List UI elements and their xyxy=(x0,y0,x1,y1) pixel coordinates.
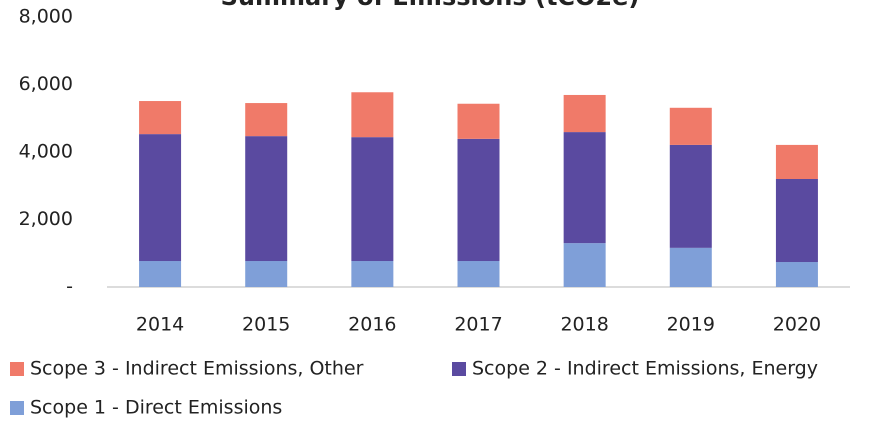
bar-segment xyxy=(775,144,818,179)
bar-segment xyxy=(245,136,288,262)
legend-label: Scope 1 - Direct Emissions xyxy=(30,397,282,419)
x-tick-label: 2019 xyxy=(667,314,715,336)
bar-segment xyxy=(139,101,182,135)
x-tick-label: 2015 xyxy=(242,314,290,336)
bar-segment xyxy=(457,261,500,287)
bar-segment xyxy=(563,132,606,244)
bar-segment xyxy=(563,243,606,287)
y-tick-label: 2,000 xyxy=(19,208,73,230)
bar-segment xyxy=(457,138,500,262)
legend-label: Scope 3 - Indirect Emissions, Other xyxy=(30,358,364,380)
x-tick-label: 2017 xyxy=(454,314,502,336)
legend-label: Scope 2 - Indirect Emissions, Energy xyxy=(472,358,818,380)
bar-segment xyxy=(457,103,500,139)
bar-segment xyxy=(139,134,182,262)
bar-segment xyxy=(245,103,288,137)
y-tick-label: 8,000 xyxy=(19,6,73,28)
y-tick-label: 4,000 xyxy=(19,141,73,163)
bar-segment xyxy=(669,144,712,248)
legend-swatch xyxy=(10,362,24,376)
bar-segment xyxy=(139,261,182,287)
x-tick-label: 2016 xyxy=(348,314,396,336)
y-tick-label: - xyxy=(66,276,73,298)
x-tick-label: 2014 xyxy=(136,314,184,336)
legend-swatch xyxy=(452,362,466,376)
legend-swatch xyxy=(10,401,24,415)
bar-segment xyxy=(669,107,712,145)
bar-segment xyxy=(245,261,288,287)
bar-segment xyxy=(775,262,818,287)
bar-segment xyxy=(563,94,606,133)
bar-segment xyxy=(775,179,818,263)
bar-segment xyxy=(669,247,712,287)
x-tick-label: 2018 xyxy=(560,314,608,336)
x-tick-label: 2020 xyxy=(773,314,821,336)
chart-title: Summary of Emissions (tCO2e) xyxy=(221,0,640,11)
bar-segment xyxy=(351,137,394,262)
y-tick-label: 6,000 xyxy=(19,73,73,95)
bar-segment xyxy=(351,261,394,287)
bar-segment xyxy=(351,92,394,138)
